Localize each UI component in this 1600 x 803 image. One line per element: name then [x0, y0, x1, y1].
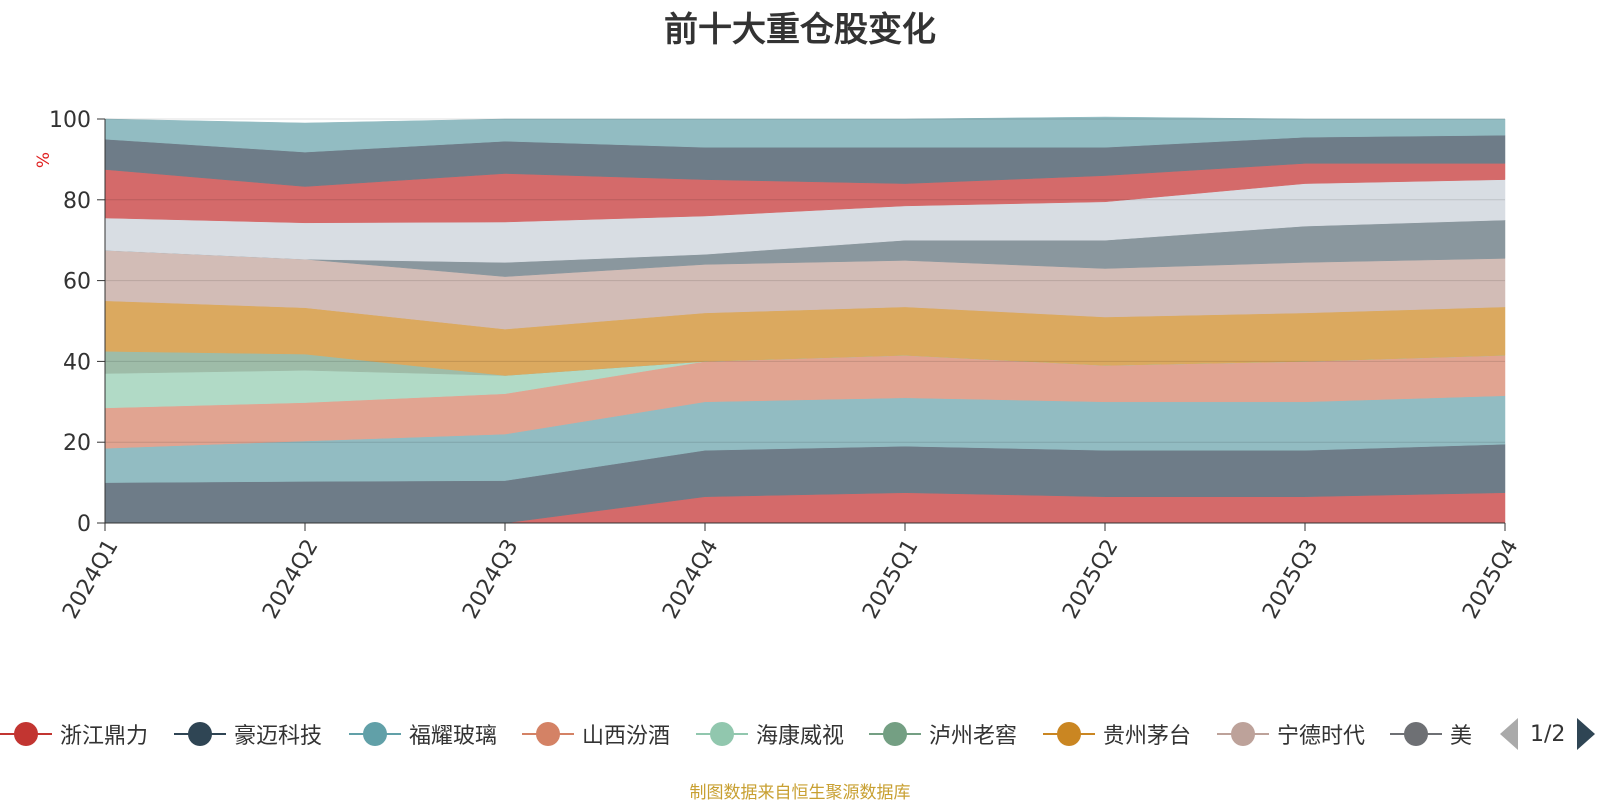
legend-label: 宁德时代: [1277, 724, 1366, 749]
legend-label: 浙江鼎力: [60, 724, 149, 749]
x-tick-label-2025Q4: 2025Q4: [1458, 535, 1523, 623]
area-series-12: [104, 116, 1506, 153]
legend-item-2[interactable]: 福耀玻璃: [349, 714, 497, 754]
legend-item-3[interactable]: 山西汾酒: [522, 714, 670, 754]
legend-marker-icon: [174, 714, 226, 754]
legend-pager: 1/2: [1500, 714, 1596, 754]
source-note: 制图数据来自恒生聚源数据库: [689, 783, 911, 803]
y-tick-label-60: 60: [63, 270, 91, 295]
y-tick-label-100: 100: [49, 108, 91, 133]
x-tick-label-2025Q3: 2025Q3: [1258, 535, 1323, 623]
y-axis-unit-label: %: [34, 152, 54, 168]
legend-page-indicator: 1/2: [1530, 721, 1566, 747]
legend-label: 海康威视: [756, 724, 845, 749]
area-layer: [104, 116, 1506, 524]
legend-marker-icon: [869, 714, 921, 754]
legend-item-6[interactable]: 贵州茅台: [1043, 714, 1191, 754]
x-tick-label-2024Q2: 2024Q2: [258, 535, 323, 623]
legend-marker-icon: [696, 714, 748, 754]
legend-label: 美: [1450, 724, 1473, 749]
legend-item-8[interactable]: 美: [1390, 714, 1472, 754]
legend-next-arrow-icon[interactable]: [1577, 718, 1596, 750]
legend-item-4[interactable]: 海康威视: [696, 714, 844, 754]
legend-prev-arrow-icon[interactable]: [1500, 718, 1518, 750]
legend-label: 泸州老窖: [929, 724, 1018, 749]
legend: 浙江鼎力 豪迈科技 福耀玻璃 山西汾酒 海康威视 泸州老窖 贵州茅台 宁德时代 美: [0, 714, 1505, 754]
legend-label: 豪迈科技: [234, 724, 323, 749]
legend-item-5[interactable]: 泸州老窖: [869, 714, 1017, 754]
y-tick-label-40: 40: [63, 350, 91, 375]
y-tick-label-20: 20: [63, 431, 91, 456]
legend-item-1[interactable]: 豪迈科技: [174, 714, 322, 754]
x-tick-label-2024Q1: 2024Q1: [58, 535, 123, 623]
legend-label: 山西汾酒: [582, 724, 671, 749]
legend-marker-icon: [1043, 714, 1095, 754]
legend-marker-icon: [522, 714, 574, 754]
x-tick-label-2024Q3: 2024Q3: [458, 535, 523, 623]
y-tick-label-0: 0: [77, 512, 91, 537]
x-tick-label-2025Q2: 2025Q2: [1058, 535, 1123, 623]
chart-title: 前十大重仓股变化: [664, 10, 936, 50]
legend-label: 贵州茅台: [1103, 724, 1192, 749]
legend-marker-icon: [0, 714, 52, 754]
legend-item-7[interactable]: 宁德时代: [1217, 714, 1365, 754]
legend-marker-icon: [349, 714, 401, 754]
legend-label: 福耀玻璃: [409, 724, 498, 749]
legend-item-0[interactable]: 浙江鼎力: [0, 714, 148, 754]
x-tick-label-2025Q1: 2025Q1: [858, 535, 923, 623]
x-tick-label-2024Q4: 2024Q4: [658, 535, 723, 623]
legend-marker-icon: [1217, 714, 1269, 754]
y-tick-label-80: 80: [63, 189, 91, 214]
legend-marker-icon: [1390, 714, 1442, 754]
